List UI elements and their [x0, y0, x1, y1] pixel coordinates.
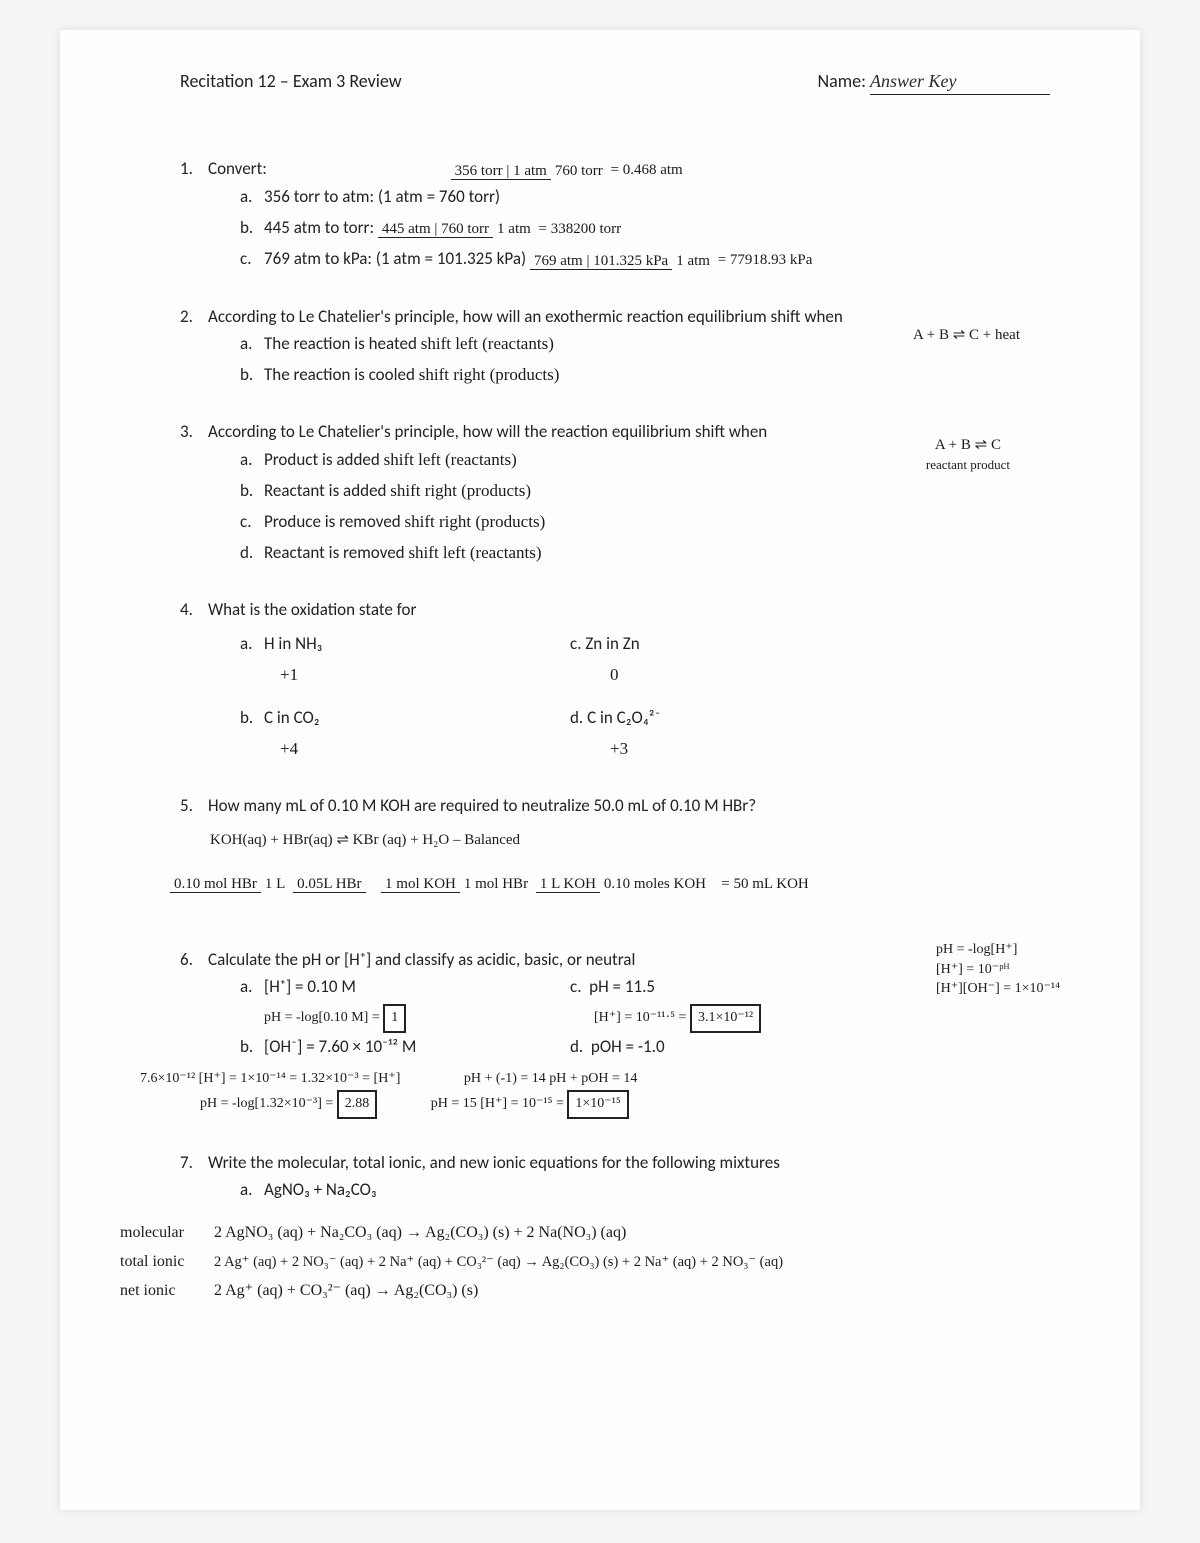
name-field: Name: Answer Key — [818, 70, 1050, 95]
worksheet-header: Recitation 12 – Exam 3 Review Name: Answ… — [180, 70, 1050, 95]
problem-3: 3.According to Le Chatelier's principle,… — [180, 418, 1050, 566]
problem-2: 2.According to Le Chatelier's principle,… — [180, 303, 1050, 389]
problem-7: 7.Write the molecular, total ionic, and … — [180, 1149, 1050, 1306]
problem-6: 6.Calculate the pH or [H⁺] and classify … — [180, 946, 1050, 1119]
worksheet-title: Recitation 12 – Exam 3 Review — [180, 70, 402, 92]
problem-5: 5.How many mL of 0.10 M KOH are required… — [180, 792, 1050, 896]
problem-4: 4.What is the oxidation state for a.H in… — [180, 596, 1050, 762]
problem-1: 1.Convert: 356 torr | 1 atm760 torr = 0.… — [180, 155, 1050, 273]
name-value: Answer Key — [870, 71, 1050, 95]
